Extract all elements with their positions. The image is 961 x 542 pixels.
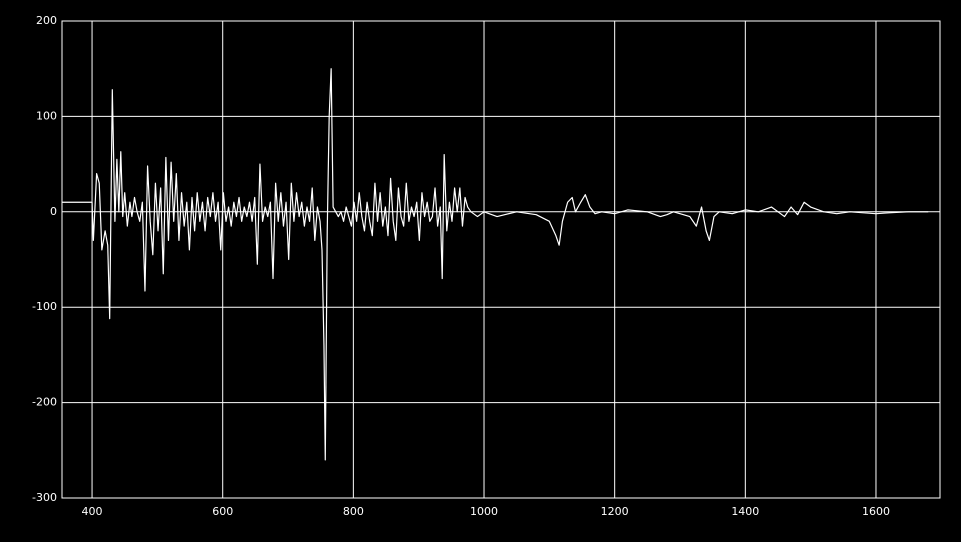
plot-frame <box>61 20 941 499</box>
y-tick-label: -200 <box>32 396 57 409</box>
y-tick-label: -300 <box>32 491 57 504</box>
x-tick-label: 1400 <box>731 505 759 518</box>
x-tick-label: 800 <box>343 505 364 518</box>
y-tick-label: 200 <box>36 14 57 27</box>
x-tick-label: 1200 <box>601 505 629 518</box>
y-tick-label: 100 <box>36 109 57 122</box>
x-tick-label: 600 <box>212 505 233 518</box>
y-tick-label: 0 <box>50 205 57 218</box>
x-tick-label: 400 <box>82 505 103 518</box>
x-tick-label: 1000 <box>470 505 498 518</box>
data-line <box>62 68 929 461</box>
x-tick-label: 1600 <box>862 505 890 518</box>
y-tick-label: -100 <box>32 300 57 313</box>
